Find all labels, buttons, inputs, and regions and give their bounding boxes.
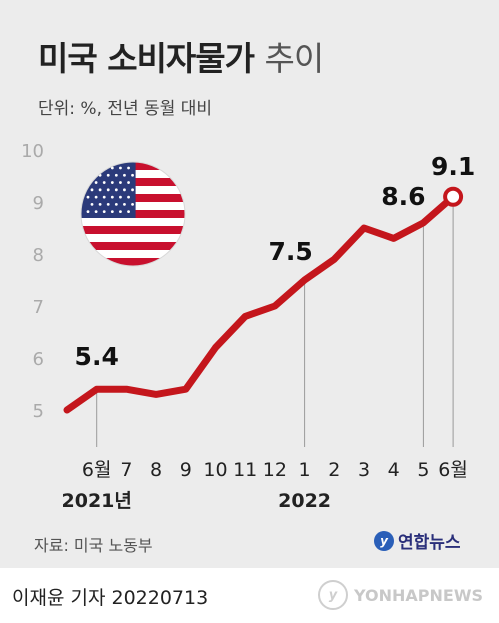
data-labels: 5.4 7.5 8.69.1: [75, 152, 476, 371]
data-label: 8.6: [381, 182, 425, 211]
page-title: 미국 소비자물가 추이: [38, 32, 325, 80]
byline: 이재윤 기자 20220713: [12, 587, 209, 609]
year-label: 2022: [278, 490, 331, 512]
x-tick-label: 9: [180, 459, 192, 481]
us-flag-icon: [80, 161, 186, 267]
flag-outline: [80, 161, 186, 267]
data-label: 7.5: [268, 237, 312, 266]
flag-star: [94, 166, 98, 170]
flag-star: [123, 188, 126, 192]
infographic-panel: 미국 소비자물가 추이 단위: %, 전년 동월 대비 5 6 7 8 9 10 6월 7 8…: [0, 0, 499, 568]
x-axis-ticks: 6월 7 8 9 10 11 12 1 2 3 4 5 6월: [82, 459, 468, 481]
flag-star: [90, 188, 94, 192]
flag-star: [123, 173, 126, 177]
x-tick-label: 3: [358, 459, 370, 481]
x-tick-label: 6월: [438, 459, 468, 481]
series-line: [63, 193, 457, 414]
flag-star: [102, 166, 106, 170]
title-suffix: 추이: [264, 39, 325, 78]
flag-star: [123, 202, 126, 206]
flag-stripe: [81, 234, 185, 243]
flag-star: [94, 181, 98, 184]
yonhap-logo: y 연합뉴스: [374, 528, 461, 553]
flag-star: [98, 202, 102, 206]
watermark: y YONHAPNEWS: [318, 580, 483, 610]
x-tick-label: 8: [150, 459, 162, 481]
flag-star: [102, 181, 106, 184]
y-tick-label: 8: [33, 245, 44, 266]
x-tick-label: 2: [328, 459, 340, 481]
flag-star: [131, 202, 134, 206]
flag-star: [86, 210, 90, 214]
x-tick-label: 6월: [82, 459, 112, 481]
flag-star: [119, 195, 122, 199]
y-tick-label: 7: [33, 297, 44, 318]
year-labels: 2021년 2022: [62, 490, 332, 512]
flag-star: [114, 188, 118, 192]
flag-star: [119, 181, 122, 184]
flag-star: [110, 166, 114, 170]
flag-stripe: [81, 226, 185, 235]
flag-stripe: [81, 218, 185, 227]
flag-star: [98, 188, 102, 192]
flag-star: [127, 195, 130, 199]
flag-star: [94, 210, 98, 214]
flag-star: [119, 210, 122, 214]
flag-star: [110, 181, 114, 184]
unit-label: 단위: %, 전년 동월 대비: [38, 99, 213, 119]
x-tick-label: 11: [233, 459, 257, 481]
flag-star: [86, 181, 90, 184]
flag-star: [127, 210, 130, 214]
flag-star: [102, 195, 106, 199]
x-tick-label: 12: [263, 459, 287, 481]
flag-stripe: [81, 258, 185, 266]
flag-star: [106, 173, 110, 177]
flag-stripe: [81, 242, 185, 251]
flag-star: [86, 166, 90, 170]
series-group: [63, 186, 464, 414]
source-note: 자료: 미국 노동부: [34, 536, 153, 555]
flag-star: [119, 166, 122, 170]
y-tick-label: 6: [33, 349, 44, 370]
y-axis-ticks: 5 6 7 8 9 10: [21, 141, 44, 422]
x-tick-label: 4: [388, 459, 400, 481]
data-label: 5.4: [75, 342, 119, 371]
title-main: 미국 소비자물가: [38, 39, 255, 78]
x-tick-label: 1: [299, 459, 311, 481]
x-tick-label: 10: [203, 459, 227, 481]
flag-stripe: [81, 250, 185, 259]
reference-lines: [96, 196, 454, 447]
flag-star: [110, 195, 114, 199]
flag-star: [131, 188, 134, 192]
flag-star: [102, 210, 106, 214]
flag-star: [127, 166, 130, 170]
flag-star: [90, 173, 94, 177]
flag-star: [110, 210, 114, 214]
yonhap-logo-text: 연합뉴스: [398, 533, 461, 553]
y-tick-label: 5: [33, 401, 44, 422]
yonhap-logo-icon: y: [374, 530, 394, 551]
flag-star: [106, 188, 110, 192]
y-tick-label: 9: [33, 193, 44, 214]
x-tick-label: 7: [120, 459, 132, 481]
y-tick-label: 10: [21, 141, 44, 162]
flag-star: [131, 173, 134, 177]
flag-star: [114, 202, 118, 206]
flag-star: [90, 202, 94, 206]
flag-star: [86, 195, 90, 199]
flag-star: [127, 181, 130, 184]
data-label: 9.1: [431, 152, 475, 181]
flag-star: [114, 173, 118, 177]
year-label: 2021년: [62, 490, 132, 512]
x-tick-label: 5: [417, 459, 429, 481]
flag-star: [106, 202, 110, 206]
flag-star: [94, 195, 98, 199]
end-point-marker: [443, 186, 464, 207]
watermark-icon: y: [318, 580, 348, 610]
watermark-text: YONHAPNEWS: [354, 585, 483, 605]
